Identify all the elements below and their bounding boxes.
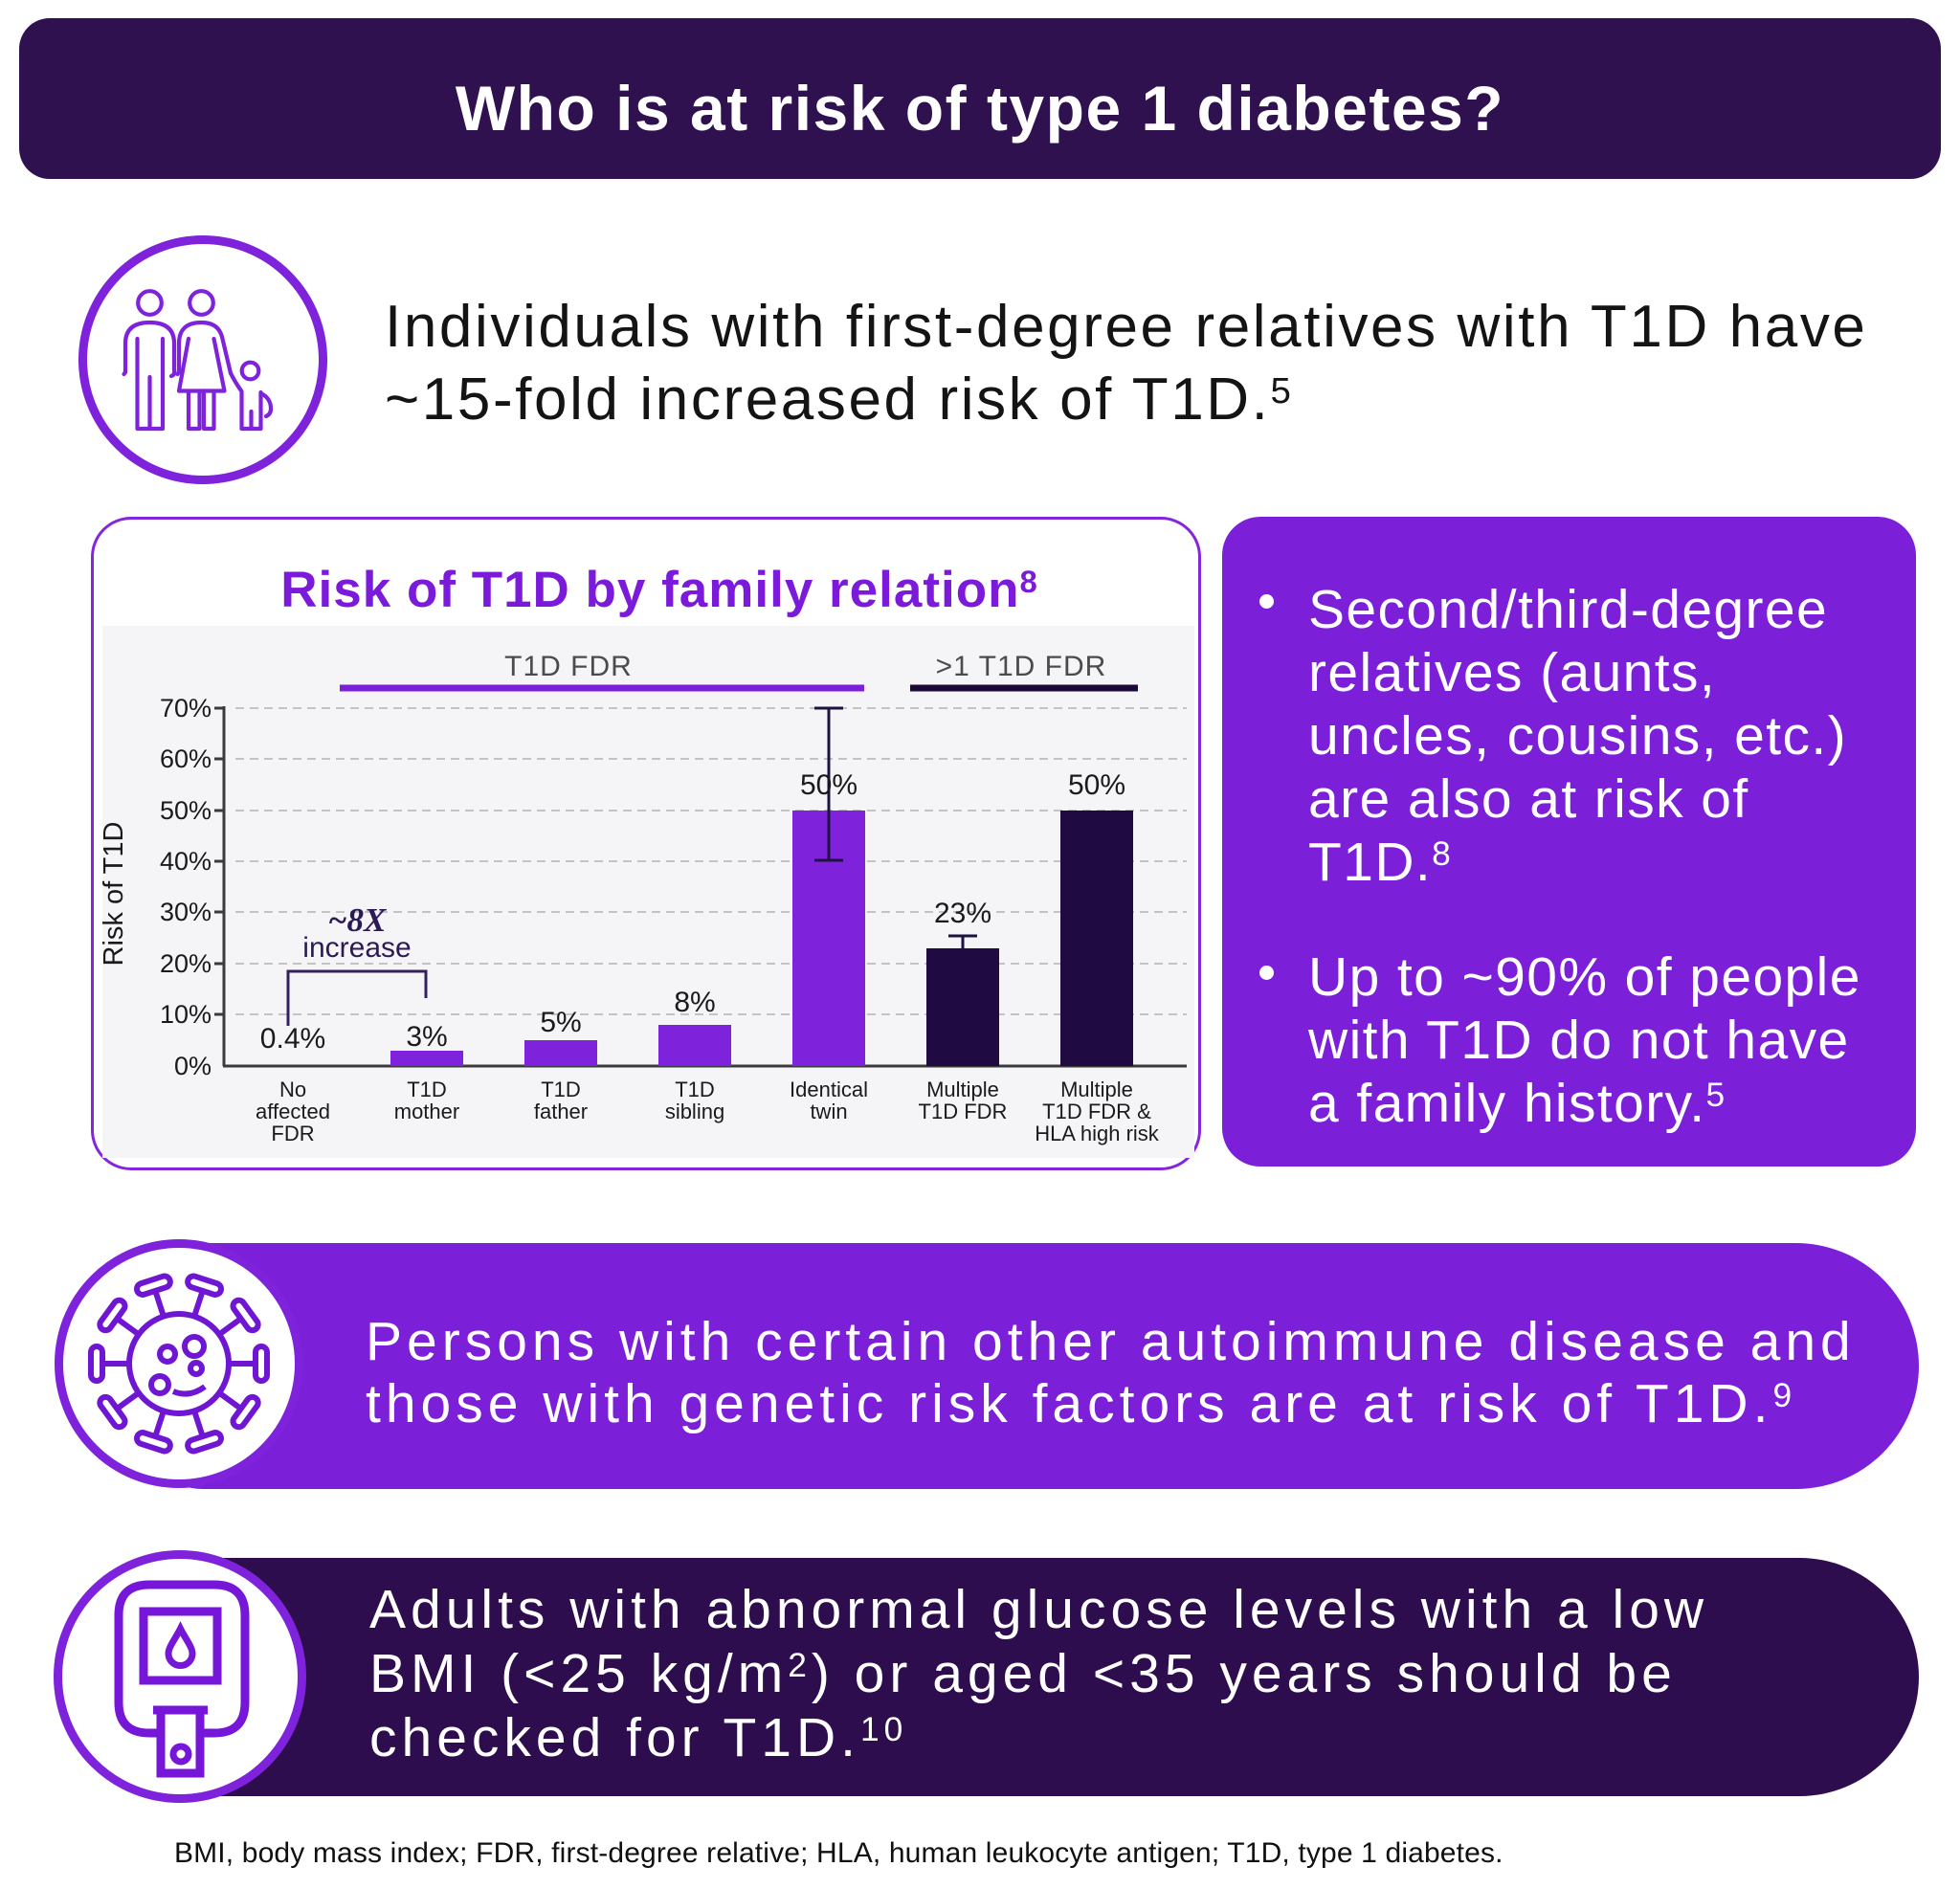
svg-text:70%: 70% [160,694,212,722]
svg-text:Multiple: Multiple [1060,1078,1133,1101]
svg-text:50%: 50% [800,769,858,801]
svg-text:Multiple: Multiple [926,1078,999,1101]
svg-text:HLA high risk: HLA high risk [1035,1122,1160,1145]
svg-text:0.4%: 0.4% [260,1023,325,1055]
svg-text:T1D: T1D [407,1078,447,1101]
svg-text:5%: 5% [540,1007,581,1038]
svg-text:father: father [534,1100,588,1123]
svg-text:T1D: T1D [675,1078,715,1101]
svg-text:50%: 50% [160,796,212,825]
svg-text:60%: 60% [160,744,212,773]
svg-text:T1D FDR: T1D FDR [504,651,633,682]
svg-text:T1D FDR &: T1D FDR & [1042,1100,1151,1123]
svg-text:mother: mother [394,1100,459,1123]
svg-text:sibling: sibling [665,1100,724,1123]
svg-text:3%: 3% [406,1021,447,1053]
svg-text:20%: 20% [160,949,212,978]
svg-text:~8X: ~8X [328,901,388,939]
svg-text:8%: 8% [674,987,715,1018]
svg-text:10%: 10% [160,1000,212,1029]
svg-text:increase: increase [302,932,411,964]
svg-text:No: No [279,1078,306,1101]
svg-text:T1D: T1D [541,1078,581,1101]
svg-text:50%: 50% [1068,769,1125,801]
svg-text:0%: 0% [174,1052,212,1080]
svg-text:40%: 40% [160,847,212,876]
svg-text:Identical: Identical [790,1078,868,1101]
svg-text:23%: 23% [934,898,991,929]
svg-text:Risk of T1D: Risk of T1D [99,822,129,967]
svg-text:affected: affected [256,1100,330,1123]
svg-text:FDR: FDR [271,1122,314,1145]
svg-text:>1 T1D FDR: >1 T1D FDR [936,651,1107,682]
svg-text:30%: 30% [160,898,212,926]
svg-text:twin: twin [810,1100,847,1123]
svg-text:T1D FDR: T1D FDR [919,1100,1008,1123]
